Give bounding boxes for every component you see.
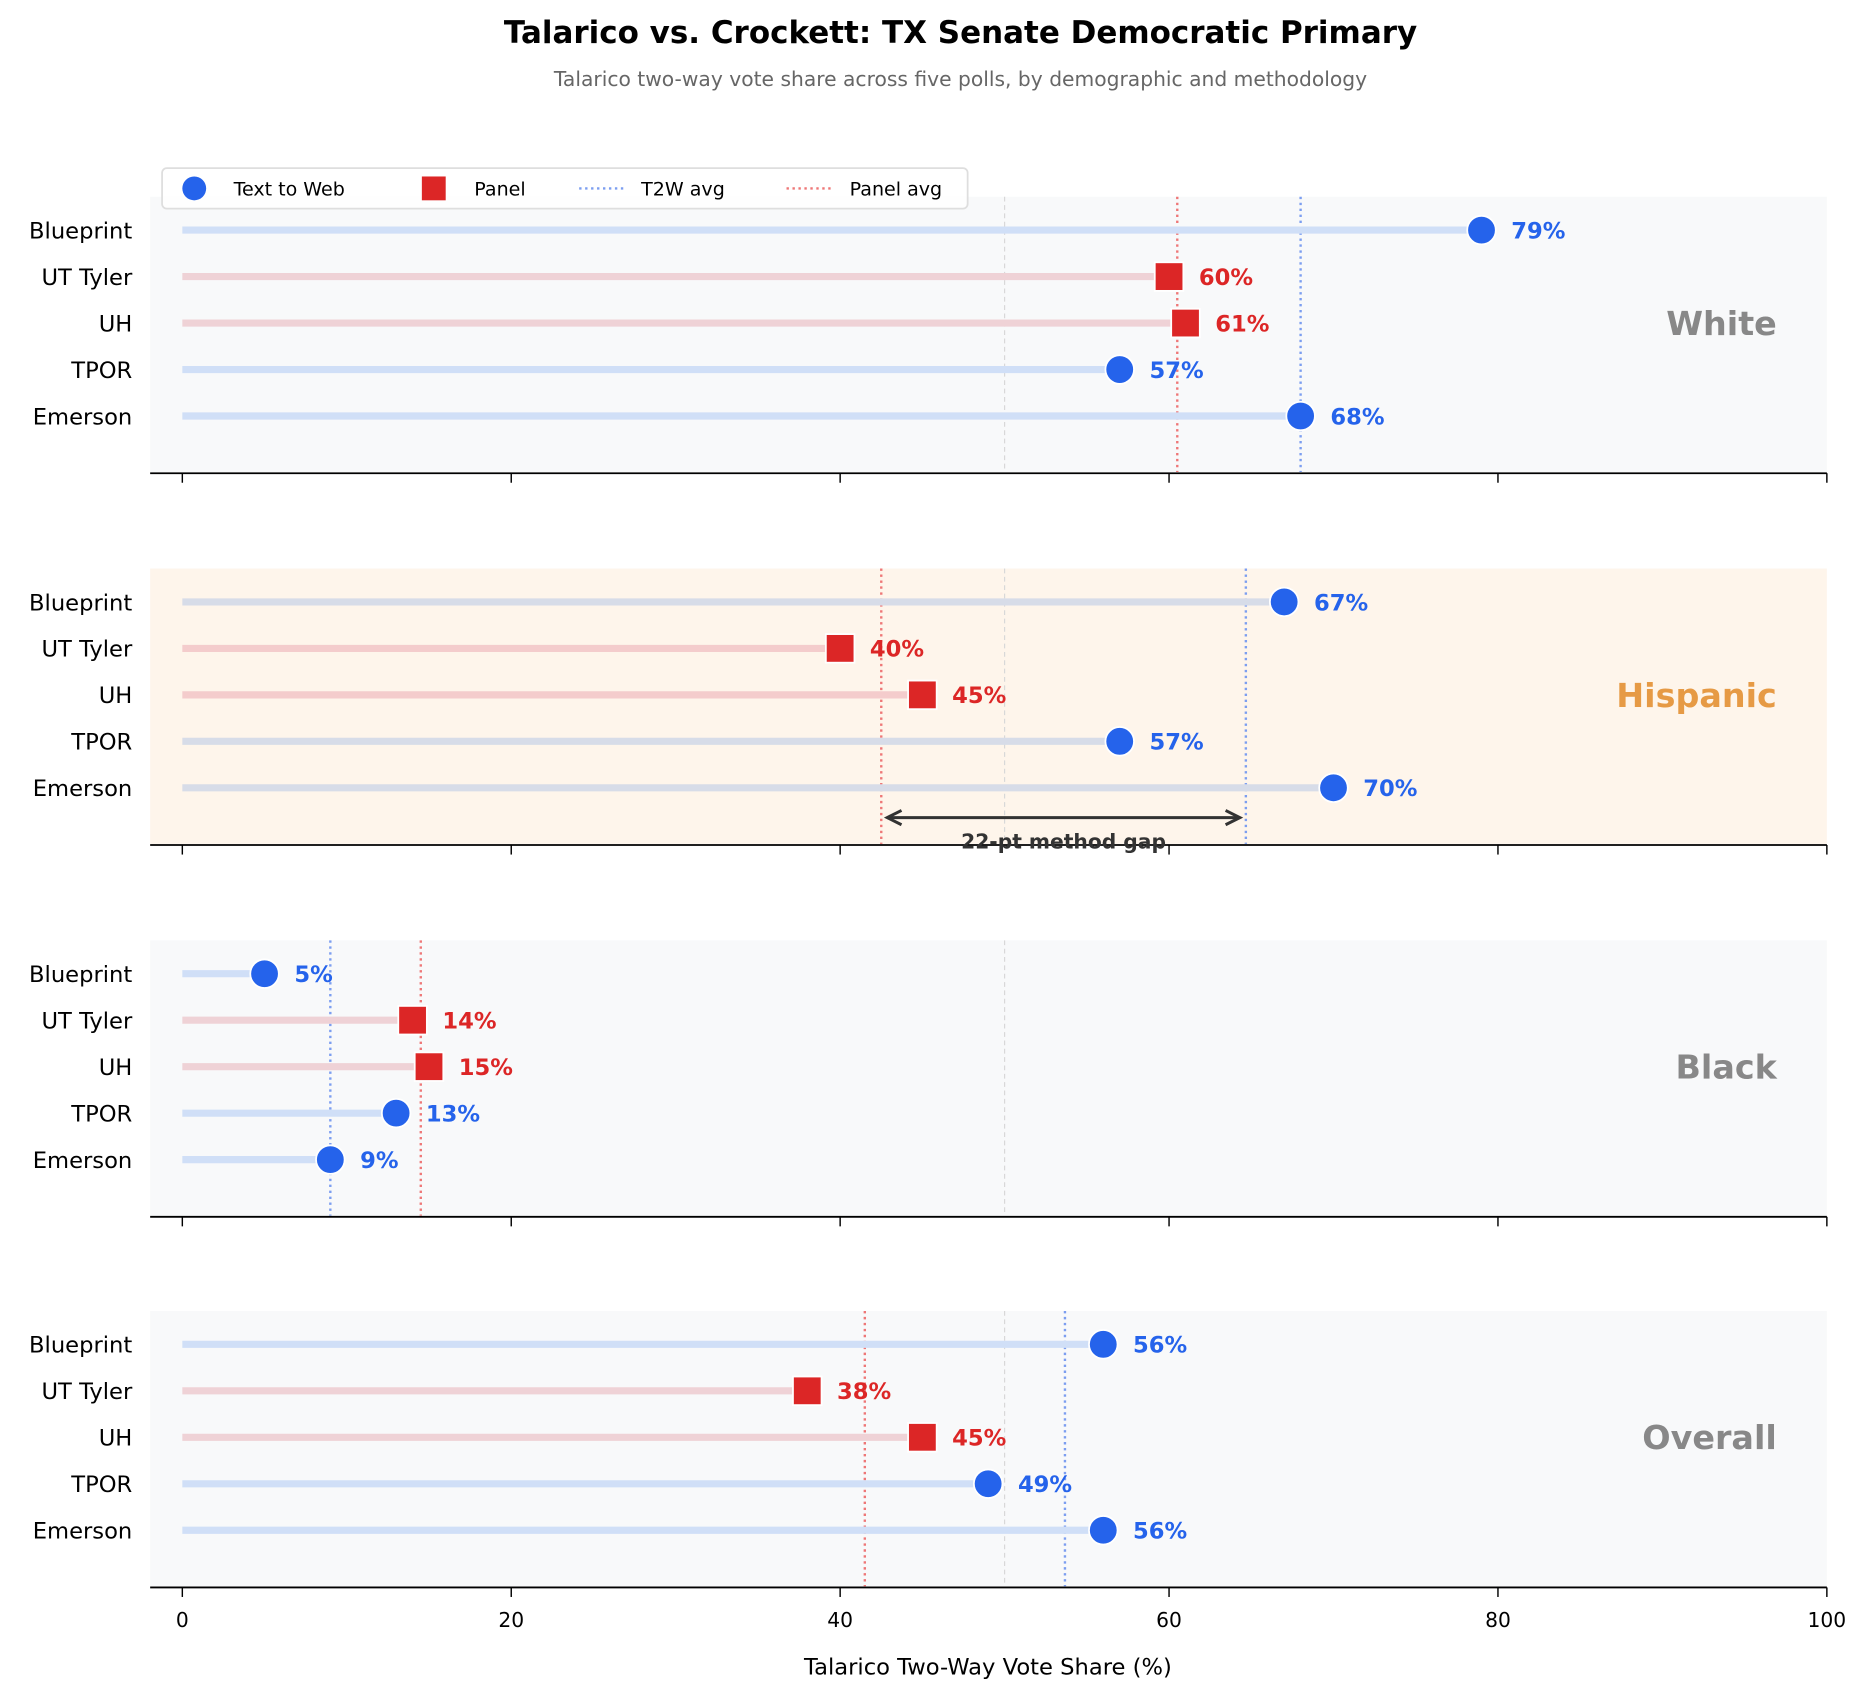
x-tick-label: 100 <box>1808 1608 1847 1632</box>
legend: Text to Web Panel T2W avg Panel avg <box>161 167 969 210</box>
group-label: Black <box>1675 1048 1777 1087</box>
legend-label: T2W avg <box>640 179 725 201</box>
panel-white: Blueprint 79% UT Tyler 60% UH 61% TPOR 57% Emers… <box>29 196 1828 483</box>
panel-background <box>150 568 1827 844</box>
panel-marker <box>397 1005 428 1036</box>
t2w-marker <box>1318 772 1349 804</box>
method-gap-annotation: 22-pt method gap <box>883 809 1244 854</box>
x-tick-label: 0 <box>176 1608 189 1632</box>
poll-label: UT Tyler <box>42 637 133 663</box>
arrowhead-right-icon <box>1224 809 1244 827</box>
panel-marker <box>792 1375 823 1407</box>
poll-label: TPOR <box>70 730 132 756</box>
value-label: 49% <box>1018 1472 1072 1498</box>
group-label: Overall <box>1642 1418 1777 1457</box>
x-tick-label: 20 <box>498 1608 524 1632</box>
value-label: 45% <box>952 683 1006 709</box>
poll-label: UT Tyler <box>42 1379 133 1405</box>
value-label: 56% <box>1133 1333 1187 1359</box>
poll-label: Blueprint <box>29 590 132 616</box>
value-label: 57% <box>1150 730 1204 756</box>
poll-label: UT Tyler <box>42 1009 133 1035</box>
group-label: White <box>1666 304 1777 343</box>
t2w-marker <box>1285 400 1316 432</box>
t2w-marker <box>1104 354 1135 385</box>
poll-label: Emerson <box>33 1519 133 1545</box>
value-label: 5% <box>294 962 332 988</box>
value-label: 79% <box>1511 218 1565 244</box>
poll-label: TPOR <box>70 1472 132 1498</box>
panel-marker <box>1153 261 1185 292</box>
value-label: 13% <box>426 1101 480 1127</box>
poll-label: UH <box>99 1426 133 1452</box>
poll-label: TPOR <box>70 1101 132 1127</box>
value-label: 70% <box>1363 776 1417 802</box>
x-axis: 0 20 40 60 80 100 <box>176 1608 1846 1632</box>
legend-label: Text to Web <box>233 179 345 201</box>
poll-label: UH <box>99 1055 133 1081</box>
x-axis-label: Talarico Two-Way Vote Share (%) <box>803 1654 1172 1680</box>
legend-label: Panel <box>474 179 525 201</box>
poll-label: UH <box>99 311 133 337</box>
poll-label: Emerson <box>33 776 133 802</box>
t2w-marker <box>1268 586 1300 618</box>
chart-title: Talarico vs. Crockett: TX Senate Democra… <box>504 15 1417 51</box>
value-label: 67% <box>1314 590 1368 616</box>
panel-overall: Blueprint 56% UT Tyler 38% UH 45% TPOR 49% Emers… <box>29 1310 1828 1597</box>
panel-background <box>150 196 1827 473</box>
legend-box <box>161 167 969 210</box>
panel-hispanic: Blueprint 67% UT Tyler 40% UH 45% TPOR 57% Emers… <box>29 568 1828 855</box>
poll-label: Emerson <box>33 1148 133 1174</box>
poll-label: Blueprint <box>29 1333 132 1359</box>
panel-legend-marker <box>421 176 446 201</box>
t2w-marker <box>380 1097 412 1129</box>
t2w-marker <box>1104 726 1135 757</box>
value-label: 56% <box>1133 1519 1187 1545</box>
arrowhead-left-icon <box>883 809 903 827</box>
panel-background <box>150 940 1827 1216</box>
t2w-marker <box>1466 214 1497 246</box>
value-label: 60% <box>1199 265 1253 291</box>
value-label: 61% <box>1215 311 1269 337</box>
t2w-marker <box>1088 1515 1119 1546</box>
poll-label: UT Tyler <box>42 265 133 291</box>
value-label: 14% <box>442 1009 496 1035</box>
panel-marker <box>907 1422 938 1453</box>
chart-subtitle: Talarico two-way vote share across five … <box>553 67 1367 91</box>
t2w-marker <box>972 1468 1004 1499</box>
panel-marker <box>907 679 938 711</box>
value-label: 57% <box>1150 358 1204 384</box>
value-label: 40% <box>870 637 924 663</box>
panel-background <box>150 1310 1827 1587</box>
panel-marker <box>1170 307 1201 339</box>
panel-black: Blueprint 5% UT Tyler 14% UH 15% TPOR 13% Emerso… <box>29 940 1828 1227</box>
t2w-marker <box>315 1144 346 1175</box>
value-label: 45% <box>952 1426 1006 1452</box>
legend-label: Panel avg <box>850 179 942 201</box>
t2w-marker <box>249 958 280 989</box>
x-tick-label: 80 <box>1485 1608 1511 1632</box>
poll-label: UH <box>99 683 133 709</box>
value-label: 68% <box>1330 404 1384 430</box>
value-label: 9% <box>360 1148 398 1174</box>
poll-label: TPOR <box>70 358 132 384</box>
gap-label: 22-pt method gap <box>961 830 1166 854</box>
value-label: 38% <box>837 1379 891 1405</box>
x-tick-label: 40 <box>827 1608 853 1632</box>
poll-label: Emerson <box>33 404 133 430</box>
group-label: Hispanic <box>1616 676 1777 715</box>
panel-marker <box>824 633 856 664</box>
panel-marker <box>413 1051 445 1082</box>
t2w-legend-marker <box>182 176 207 201</box>
t2w-marker <box>1088 1329 1119 1360</box>
value-label: 15% <box>459 1055 513 1081</box>
poll-label: Blueprint <box>29 962 132 988</box>
poll-label: Blueprint <box>29 218 132 244</box>
x-tick-label: 60 <box>1156 1608 1182 1632</box>
